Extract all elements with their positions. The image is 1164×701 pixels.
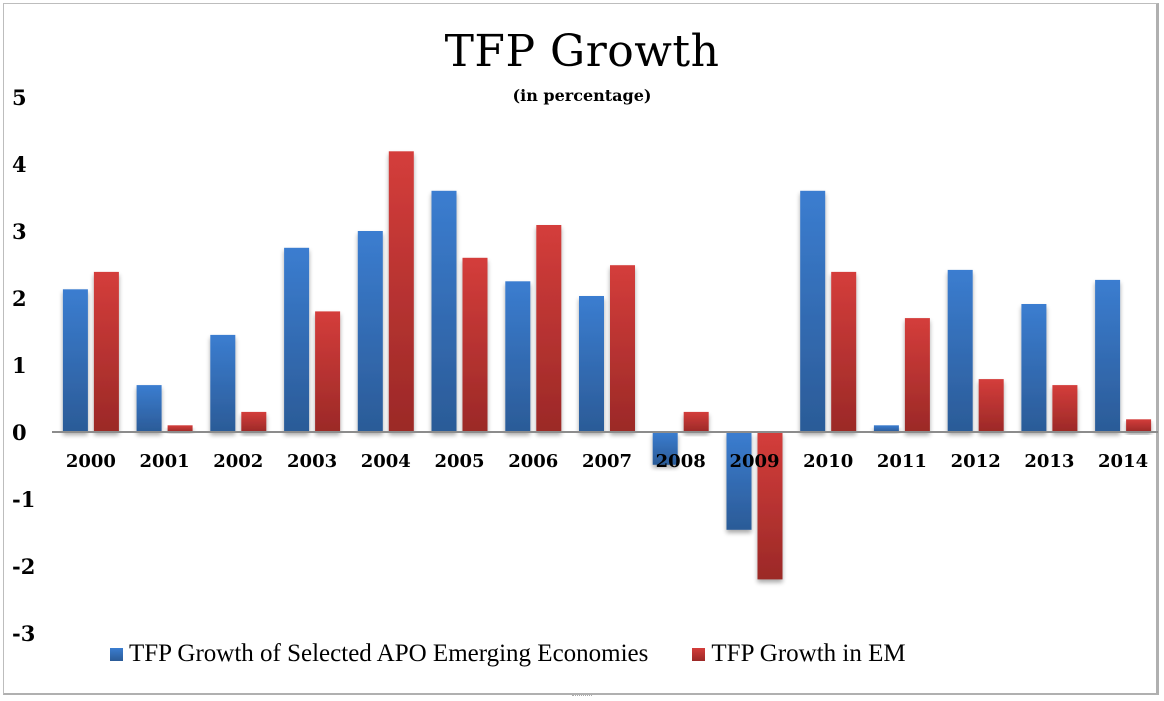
bar-apo-2009 (726, 432, 752, 530)
y-tick-label: 0 (12, 420, 27, 445)
bar-apo-2005 (431, 190, 457, 432)
bar-em-2001 (167, 425, 193, 432)
x-tick-label: 2012 (951, 451, 1001, 472)
legend-item-em: TFP Growth in EM (692, 640, 906, 668)
chart-subtitle: (in percentage) (512, 86, 652, 105)
legend-label-em: TFP Growth in EM (711, 640, 906, 667)
bar-apo-2010 (800, 190, 826, 432)
bar-apo-2000 (62, 289, 88, 432)
bar-apo-2013 (1021, 304, 1047, 432)
x-tick-label: 2006 (508, 451, 558, 472)
bar-apo-2014 (1095, 279, 1121, 432)
y-tick-label: 5 (12, 85, 27, 110)
bar-em-2014 (1126, 419, 1152, 432)
bar-apo-2006 (505, 281, 531, 433)
bar-em-2004 (388, 151, 414, 433)
bar-em-2002 (241, 411, 267, 432)
bar-em-2000 (93, 271, 119, 432)
y-tick-label: 4 (12, 152, 27, 177)
x-tick-label: 2005 (434, 451, 484, 472)
x-tick-label: 2011 (877, 451, 927, 472)
legend-swatch-blue (110, 647, 123, 661)
x-tick-label: 2002 (213, 451, 263, 472)
y-tick-label: 2 (12, 286, 27, 311)
legend-swatch-red (692, 647, 706, 661)
bar-apo-2011 (873, 425, 899, 432)
y-tick-label: 3 (12, 219, 27, 244)
bar-apo-2007 (579, 296, 604, 432)
bar-em-2010 (831, 271, 857, 432)
chart-title: TFP Growth (444, 26, 720, 77)
x-tick-label: 2009 (729, 451, 779, 472)
bar-em-2009 (757, 432, 783, 580)
y-tick-label: -1 (12, 487, 35, 512)
bar-apo-2002 (210, 334, 236, 432)
y-tick-label: -3 (12, 621, 35, 646)
y-tick-label: 1 (12, 353, 27, 378)
bar-em-2013 (1052, 385, 1078, 432)
x-tick-label: 2013 (1024, 451, 1074, 472)
bar-apo-2008 (652, 432, 678, 465)
x-tick-label: 2004 (361, 451, 411, 472)
bar-apo-2001 (136, 385, 162, 432)
bar-em-2011 (904, 318, 930, 432)
bar-apo-2012 (947, 269, 973, 432)
y-tick-label: -2 (12, 554, 35, 579)
bar-em-2005 (462, 257, 488, 432)
x-tick-label: 2000 (66, 451, 116, 472)
bar-em-2003 (315, 311, 341, 432)
x-tick-label: 2010 (803, 451, 853, 472)
legend-item-apo: TFP Growth of Selected APO Emerging Econ… (110, 640, 648, 668)
legend-label-apo: TFP Growth of Selected APO Emerging Econ… (129, 640, 649, 667)
x-tick-label: 2001 (140, 451, 190, 472)
x-tick-label: 2003 (287, 451, 337, 472)
legend: TFP Growth of Selected APO Emerging Econ… (110, 640, 950, 668)
x-tick-label: 2007 (582, 451, 632, 472)
bar-em-2012 (978, 379, 1004, 432)
x-tick-label: 2014 (1098, 451, 1148, 472)
bar-em-2006 (536, 225, 562, 432)
bar-apo-2003 (284, 247, 310, 433)
bar-em-2007 (610, 265, 635, 432)
resize-grip[interactable] (572, 695, 592, 700)
x-tick-label: 2008 (656, 451, 706, 472)
bar-em-2008 (683, 411, 709, 432)
bar-apo-2004 (357, 231, 383, 432)
